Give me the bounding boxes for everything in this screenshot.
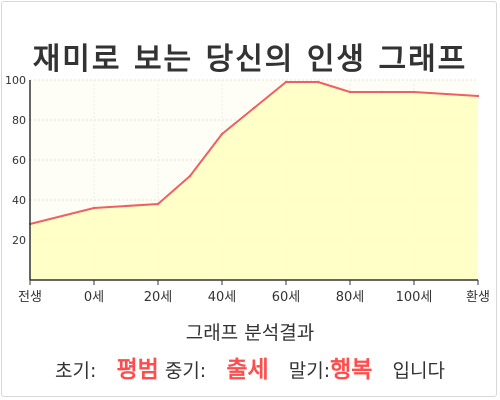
data-point [412, 90, 416, 94]
area-fill [30, 82, 478, 280]
y-tick-label: 60 [12, 154, 26, 167]
data-point [92, 206, 96, 210]
data-point [220, 132, 224, 136]
data-point [380, 90, 384, 94]
x-tick-label: 40세 [208, 290, 237, 305]
x-tick-label: 60세 [272, 290, 301, 305]
chart-title: 재미로 보는 당신의 인생 그래프 [32, 42, 468, 77]
y-tick-label: 100 [5, 74, 26, 87]
data-point [316, 80, 320, 84]
x-tick-label: 80세 [336, 290, 365, 305]
analysis-verdict: 초기: 평범 중기: 출세 말기:행복 입니다 [0, 350, 500, 384]
verdict-suffix: 입니다 [392, 360, 445, 382]
early-label: 초기: [55, 360, 97, 382]
data-point [284, 80, 288, 84]
data-point [348, 90, 352, 94]
y-tick-label: 40 [12, 194, 26, 207]
y-tick-label: 80 [12, 114, 26, 127]
mid-value: 출세 [226, 357, 269, 383]
data-point [188, 174, 192, 178]
x-tick-label: 전생 [18, 290, 42, 305]
late-value: 행복 [330, 357, 373, 383]
mid-label: 중기: [164, 360, 207, 382]
data-point [476, 94, 480, 98]
analysis-heading: 그래프 분석결과 [185, 322, 315, 344]
x-tick-label: 100세 [396, 290, 433, 305]
y-tick-label: 20 [12, 234, 26, 247]
x-tick-label: 0세 [84, 290, 104, 305]
data-point [252, 106, 256, 110]
late-label: 말기: [288, 360, 331, 382]
data-point [156, 202, 160, 206]
early-value: 평범 [116, 357, 159, 383]
x-tick-label: 20세 [144, 290, 173, 305]
x-tick-label: 환생 [466, 290, 490, 305]
data-point [124, 204, 128, 208]
